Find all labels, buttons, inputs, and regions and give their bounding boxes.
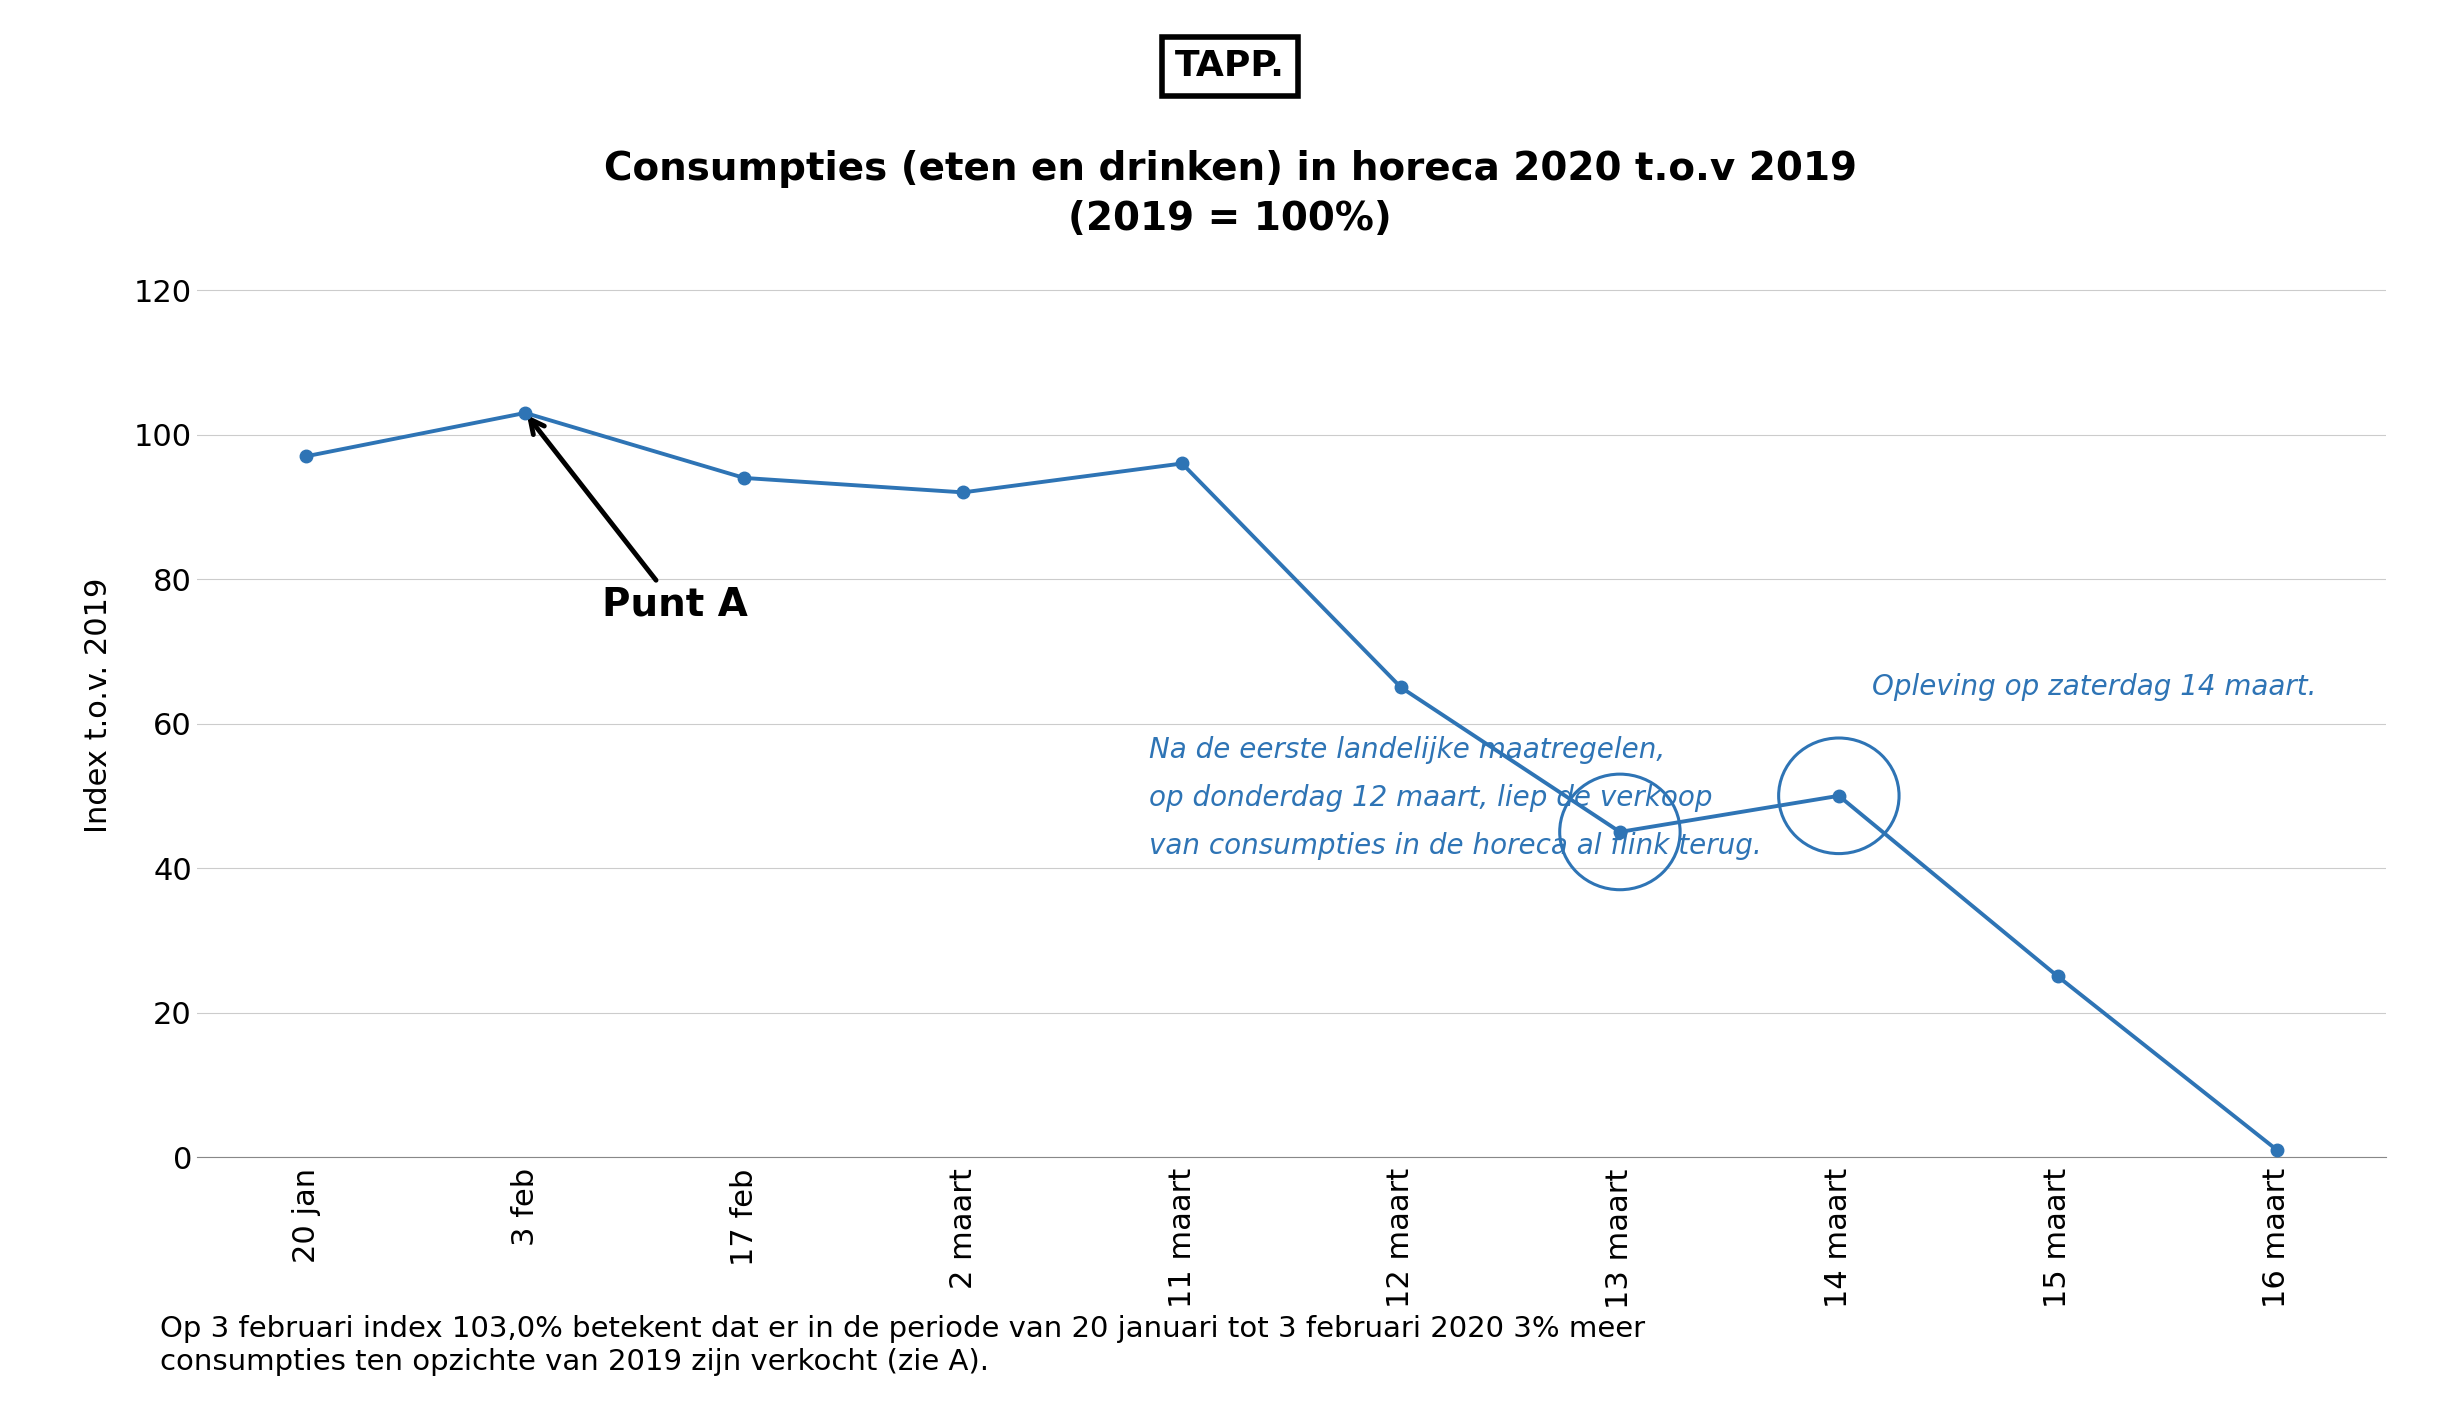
Text: Na de eerste landelijke maatregelen,
op donderdag 12 maart, liep de verkoop
van : Na de eerste landelijke maatregelen, op …: [1149, 737, 1761, 859]
Text: TAPP.: TAPP.: [1176, 49, 1284, 83]
Y-axis label: Index t.o.v. 2019: Index t.o.v. 2019: [84, 579, 113, 832]
Text: Op 3 februari index 103,0% betekent dat er in de periode van 20 januari tot 3 fe: Op 3 februari index 103,0% betekent dat …: [160, 1315, 1646, 1376]
Text: Opleving op zaterdag 14 maart.: Opleving op zaterdag 14 maart.: [1872, 673, 2317, 701]
Text: Punt A: Punt A: [531, 419, 748, 624]
Text: Consumpties (eten en drinken) in horeca 2020 t.o.v 2019: Consumpties (eten en drinken) in horeca …: [603, 151, 1857, 188]
Text: (2019 = 100%): (2019 = 100%): [1068, 200, 1392, 237]
